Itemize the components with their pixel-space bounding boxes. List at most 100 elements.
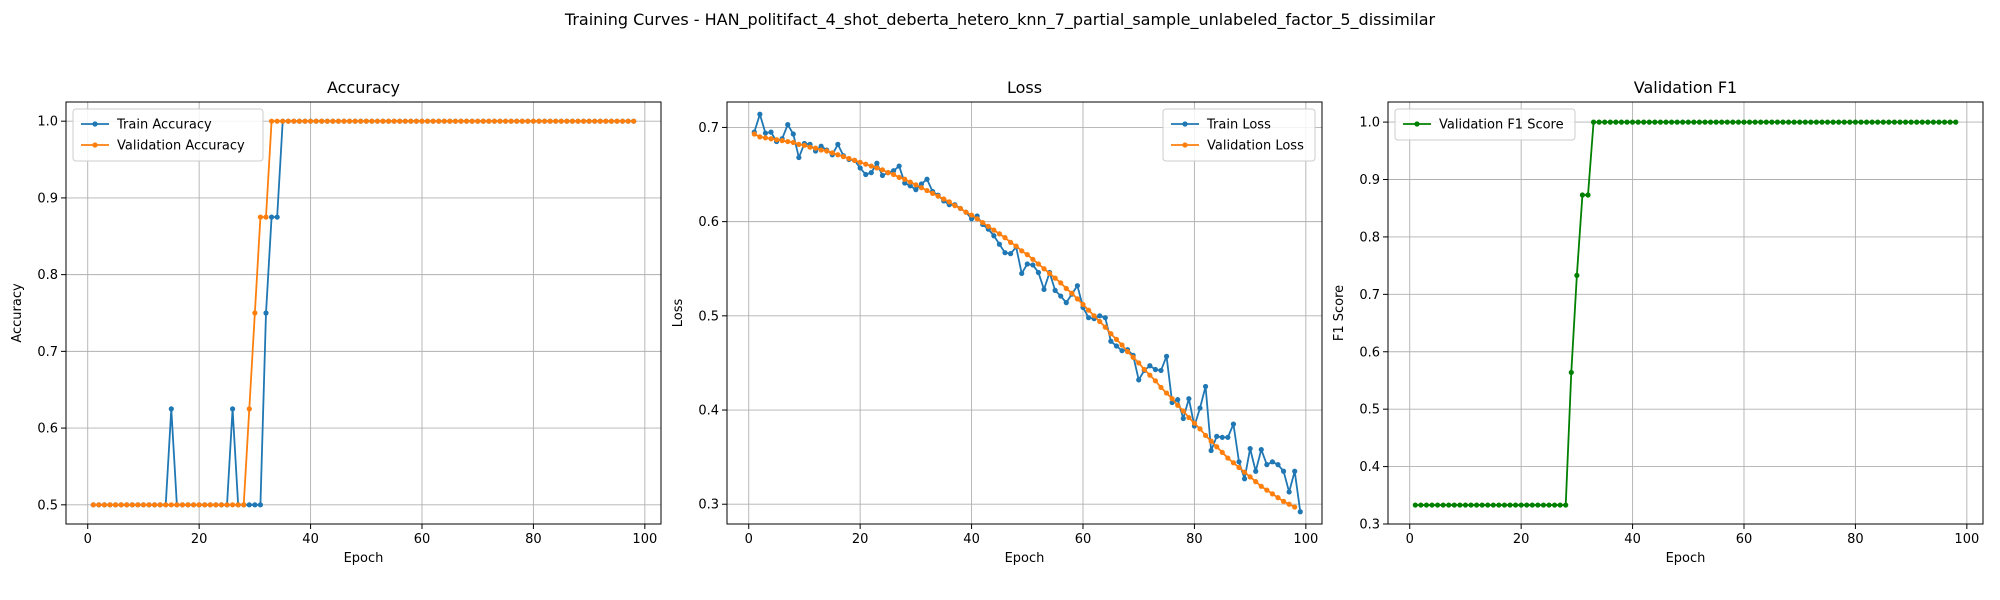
accuracy-data-point: [391, 118, 397, 124]
loss-data-point: [879, 167, 886, 173]
loss-data-point: [1069, 290, 1075, 296]
loss-data-point: [1119, 342, 1125, 348]
loss-data-point: [1286, 501, 1292, 507]
loss-data-point: [1074, 283, 1081, 289]
loss-data-point: [1152, 378, 1159, 384]
loss-data-point: [974, 216, 980, 222]
loss-y-tick-label: 0.4: [698, 404, 719, 419]
accuracy-data-point: [168, 406, 174, 412]
loss-data-point: [762, 135, 769, 141]
f1-data-point: [1869, 119, 1875, 125]
loss-data-point: [1058, 280, 1064, 286]
f1-data-point: [1546, 502, 1552, 508]
f1-data-point: [1841, 119, 1847, 125]
accuracy-data-point: [385, 118, 392, 124]
accuracy-data-point: [625, 118, 631, 124]
f1-data-point: [1629, 119, 1636, 125]
loss-data-point: [1180, 408, 1186, 414]
loss-data-point: [1186, 396, 1192, 402]
loss-data-point: [1147, 363, 1153, 369]
accuracy-data-point: [135, 502, 141, 508]
f1-data-point: [1919, 119, 1925, 125]
loss-data-point: [868, 170, 874, 176]
loss-axes-frame: [726, 101, 1323, 525]
loss-data-point: [874, 165, 880, 171]
loss-data-point: [1085, 315, 1092, 321]
loss-data-point: [890, 171, 897, 178]
loss-data-point: [941, 196, 947, 202]
f1-data-point: [1947, 119, 1953, 125]
loss-data-point: [879, 172, 886, 179]
f1-data-point: [1641, 119, 1647, 125]
loss-chart-title: Loss: [1007, 78, 1042, 97]
f1-data-point: [1863, 119, 1870, 125]
loss-data-point: [1141, 366, 1147, 373]
accuracy-data-point: [369, 118, 375, 124]
loss-data-point: [1175, 402, 1181, 408]
accuracy-data-point: [502, 118, 509, 124]
loss-data-point: [1058, 293, 1064, 299]
loss-x-tick-label: 20: [852, 532, 869, 547]
loss-data-point: [762, 130, 769, 136]
f1-data-point: [1524, 502, 1530, 508]
accuracy-data-point: [213, 502, 219, 508]
accuracy-data-point: [558, 118, 564, 124]
accuracy-x-tick-label: 100: [632, 532, 657, 547]
loss-data-point: [1214, 433, 1220, 439]
loss-data-point: [785, 138, 791, 145]
f1-data-point: [1473, 502, 1480, 508]
accuracy-data-point: [246, 406, 252, 412]
f1-data-point: [1746, 119, 1753, 125]
loss-chart: 0 20 40 60 80 100 0.3 0.4 0.5 0.6 0.7 Loss Epoch Loss…: [671, 78, 1323, 566]
loss-x-tick-label: 100: [1293, 532, 1318, 547]
loss-data-point: [913, 182, 919, 188]
loss-data-point: [985, 223, 991, 229]
accuracy-data-point: [112, 502, 119, 508]
accuracy-data-point: [218, 502, 225, 508]
accuracy-data-point: [497, 118, 503, 124]
accuracy-legend-marker: [92, 121, 98, 127]
accuracy-y-tick-label: 0.5: [37, 498, 58, 513]
loss-data-point: [991, 227, 997, 233]
accuracy-data-point: [246, 502, 252, 508]
accuracy-data-point: [363, 118, 369, 124]
f1-data-point: [1941, 119, 1948, 125]
f1-data-point: [1568, 369, 1574, 376]
loss-data-point: [863, 161, 869, 167]
loss-data-point: [1197, 426, 1203, 432]
accuracy-data-point: [252, 310, 258, 316]
loss-data-point: [1041, 286, 1047, 293]
f1-axes-frame: [1387, 101, 1984, 525]
f1-data-point: [1808, 119, 1814, 125]
accuracy-x-tick-label: 80: [525, 532, 542, 547]
loss-data-point: [1297, 509, 1303, 515]
loss-data-point: [785, 122, 791, 128]
f1-data-point: [1780, 119, 1786, 125]
loss-x-tick-label: 40: [963, 532, 980, 547]
loss-data-point: [796, 141, 802, 147]
accuracy-data-point: [592, 118, 598, 124]
accuracy-data-point: [419, 118, 425, 124]
accuracy-legend-box: [72, 108, 264, 162]
loss-data-point: [902, 176, 908, 182]
f1-data-point: [1797, 119, 1803, 125]
accuracy-data-point: [274, 214, 280, 220]
loss-legend-box: [1162, 108, 1316, 162]
loss-data-point: [980, 219, 986, 226]
loss-data-point: [796, 154, 802, 161]
f1-data-point: [1535, 502, 1541, 508]
f1-legend: Validation F1 Score: [1394, 108, 1576, 141]
f1-data-point: [1769, 119, 1775, 125]
accuracy-data-point: [569, 118, 576, 124]
accuracy-legend-label: Validation Accuracy: [117, 139, 245, 154]
loss-data-point: [1214, 444, 1220, 450]
accuracy-data-point: [129, 502, 135, 508]
loss-data-point: [1113, 336, 1120, 342]
f1-data-point: [1741, 119, 1747, 125]
loss-data-point: [1108, 338, 1114, 344]
loss-data-point: [751, 131, 757, 137]
f1-data-point: [1585, 192, 1591, 198]
loss-data-point: [1124, 349, 1131, 355]
loss-data-point: [846, 155, 852, 162]
f1-data-point: [1702, 119, 1708, 125]
